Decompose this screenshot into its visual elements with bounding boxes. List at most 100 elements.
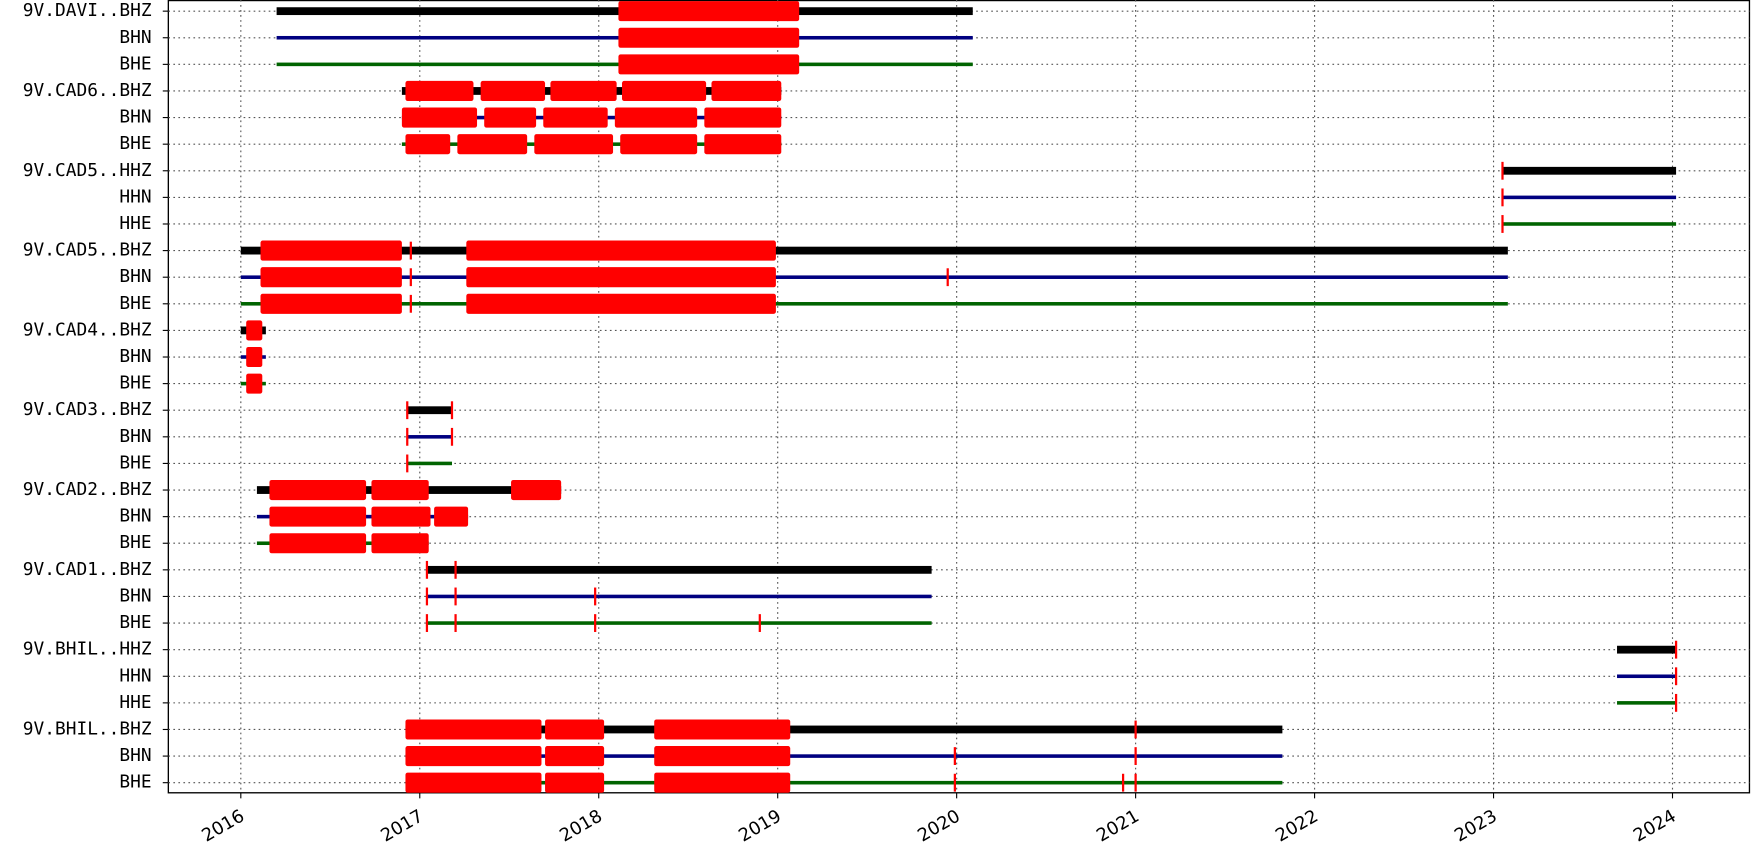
- row-label: BHN: [119, 346, 151, 367]
- row-label: HHE: [119, 213, 151, 234]
- gap: [246, 320, 263, 341]
- gap: [401, 107, 478, 128]
- gap: [711, 80, 782, 101]
- gap: [618, 27, 800, 48]
- row-label: BHE: [119, 133, 151, 154]
- x-tick-label: 2018: [556, 806, 606, 847]
- gap: [405, 772, 542, 793]
- row-label: 9V.DAVI..BHZ: [23, 0, 152, 21]
- data-segment: [1502, 166, 1677, 175]
- data-segment: [1502, 195, 1677, 200]
- gap: [654, 772, 791, 793]
- gap-tick: [946, 268, 949, 287]
- x-tick-label: 2022: [1272, 806, 1322, 847]
- row-label: 9V.CAD2..BHZ: [23, 479, 152, 500]
- gap: [545, 772, 605, 793]
- data-segment: [405, 754, 1283, 758]
- data-segment: [240, 275, 1508, 279]
- gap: [704, 134, 782, 155]
- gap-tick: [409, 294, 412, 313]
- plot-frame: [167, 0, 1751, 794]
- data-segment: [426, 594, 932, 599]
- data-segment: [240, 302, 1508, 306]
- gap: [466, 293, 776, 314]
- row-label: BHE: [119, 293, 151, 314]
- row-label: 9V.CAD6..BHZ: [23, 80, 152, 101]
- gap: [534, 134, 614, 155]
- gap-tick: [450, 427, 454, 446]
- data-segment: [426, 565, 932, 574]
- gap-tick: [1134, 773, 1137, 792]
- gap: [466, 267, 776, 288]
- row-label: 9V.CAD5..BHZ: [23, 240, 152, 261]
- gap-tick: [1501, 161, 1504, 180]
- row-label: BHE: [119, 452, 151, 473]
- gap: [614, 107, 698, 128]
- gap: [269, 533, 367, 554]
- row-label: BHN: [119, 107, 151, 128]
- gap: [654, 746, 791, 767]
- x-tick-label: 2020: [914, 806, 964, 847]
- gap-tick: [425, 587, 429, 606]
- gap-tick: [1134, 747, 1137, 766]
- gap: [405, 134, 451, 155]
- gap: [545, 719, 605, 740]
- gap-tick: [406, 427, 409, 446]
- gap: [260, 267, 402, 288]
- gap-tick: [409, 268, 412, 287]
- gap-tick: [450, 401, 454, 420]
- row-label: HHN: [119, 665, 151, 686]
- gap-tick: [425, 560, 429, 579]
- row-label: 9V.CAD3..BHZ: [23, 399, 152, 420]
- data-segment: [426, 621, 932, 625]
- gap: [622, 80, 707, 101]
- gap-tick: [1674, 640, 1678, 659]
- row-label: HHE: [119, 692, 151, 713]
- data-segment: [405, 725, 1283, 734]
- x-tick-label: 2016: [198, 806, 248, 847]
- gap: [371, 506, 431, 527]
- row-label: 9V.BHIL..BHZ: [23, 718, 152, 739]
- x-tick-label: 2017: [377, 806, 427, 847]
- data-segment: [1617, 645, 1677, 654]
- gap: [371, 533, 429, 554]
- gap: [654, 719, 791, 740]
- row-label: BHE: [119, 53, 151, 74]
- row-label: BHN: [119, 585, 151, 606]
- gap-tick: [454, 587, 457, 606]
- row-label: BHN: [119, 506, 151, 527]
- gap: [260, 240, 402, 261]
- gap-tick: [425, 614, 429, 632]
- row-label: 9V.CAD4..BHZ: [23, 319, 152, 340]
- data-segment: [1617, 674, 1677, 679]
- gap: [466, 240, 776, 261]
- row-label: BHE: [119, 373, 151, 394]
- gap: [511, 479, 562, 501]
- gap-tick: [758, 614, 761, 632]
- row-label: 9V.CAD1..BHZ: [23, 559, 152, 580]
- gap-tick: [406, 401, 409, 420]
- gap: [550, 80, 617, 101]
- row-label: BHE: [119, 532, 151, 553]
- gap: [269, 506, 367, 527]
- gap-tick: [1121, 773, 1125, 792]
- gap: [371, 479, 429, 501]
- gap-tick: [1674, 667, 1678, 686]
- gap: [405, 80, 474, 101]
- gap-tick: [1674, 693, 1678, 712]
- row-label: BHE: [119, 612, 151, 633]
- gap-tick: [454, 560, 457, 579]
- gap: [405, 746, 542, 767]
- gap: [618, 1, 800, 22]
- gap: [484, 107, 537, 128]
- data-segment: [407, 406, 452, 415]
- gap: [543, 107, 608, 128]
- gap-tick: [454, 614, 457, 632]
- gap: [405, 719, 542, 740]
- gap-tick: [1501, 215, 1504, 233]
- gap: [618, 54, 800, 75]
- gap-tick: [953, 747, 956, 766]
- x-tick-label: 2023: [1451, 806, 1501, 847]
- gap-tick: [1501, 188, 1504, 207]
